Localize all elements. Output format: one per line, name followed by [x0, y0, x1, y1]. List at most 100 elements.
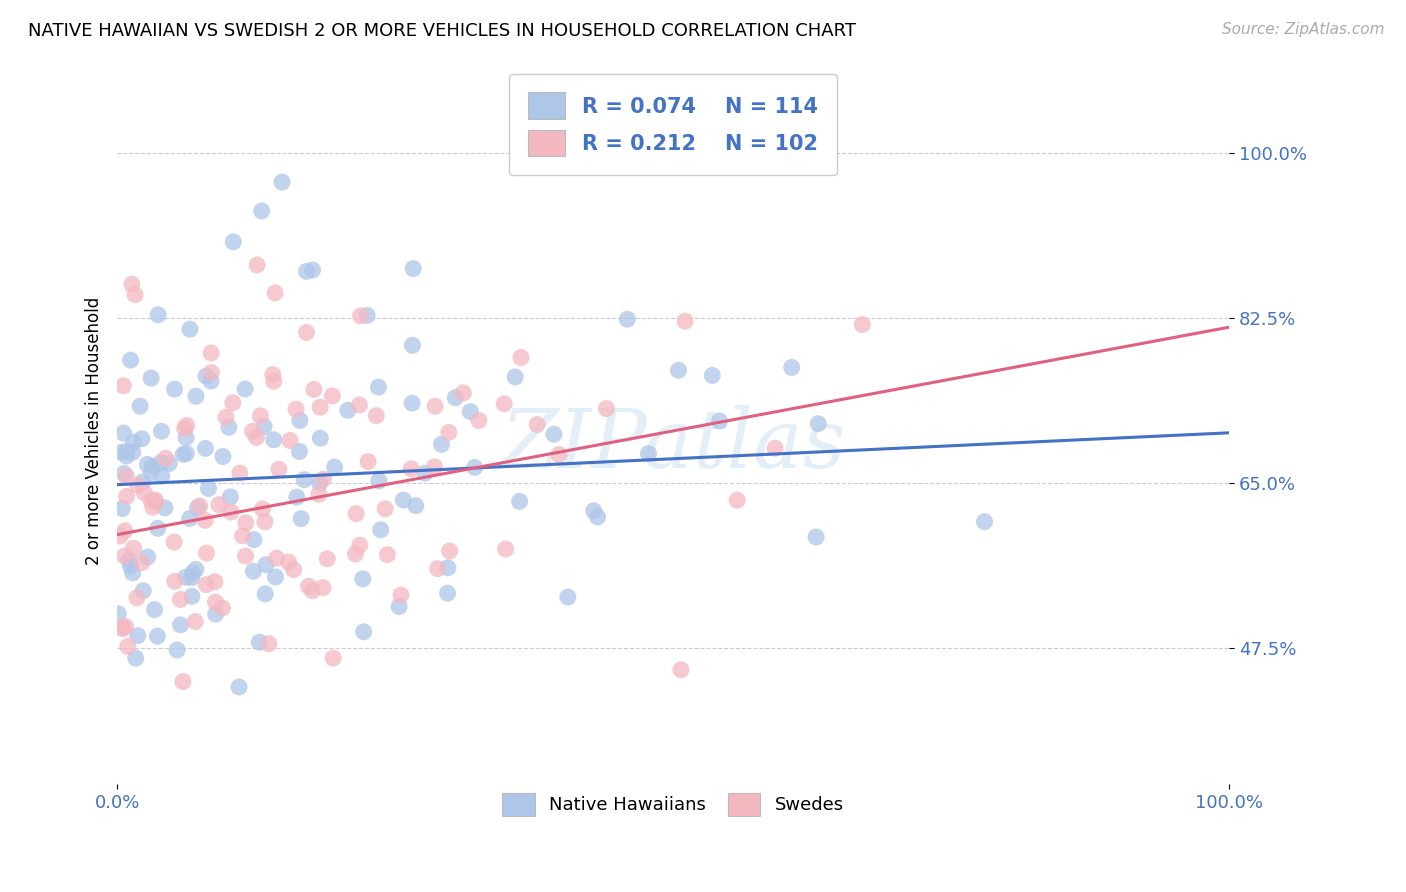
Point: [374, 501, 396, 516]
Point: [143, 495, 166, 509]
Point: [439, 544, 461, 558]
Point: [668, 363, 690, 377]
Point: [114, 620, 136, 634]
Point: [247, 635, 270, 649]
Point: [780, 360, 803, 375]
Point: [509, 494, 531, 508]
Point: [426, 561, 449, 575]
Point: [973, 515, 995, 529]
Point: [254, 558, 277, 572]
Point: [141, 493, 163, 508]
Point: [725, 493, 748, 508]
Point: [208, 498, 231, 512]
Point: [150, 469, 173, 483]
Point: [495, 541, 517, 556]
Point: [266, 551, 288, 566]
Point: [204, 595, 226, 609]
Point: [444, 391, 467, 405]
Point: [219, 505, 242, 519]
Point: [114, 524, 136, 538]
Point: [264, 285, 287, 300]
Point: [222, 235, 245, 249]
Point: [301, 263, 323, 277]
Text: Source: ZipAtlas.com: Source: ZipAtlas.com: [1222, 22, 1385, 37]
Point: [112, 379, 135, 393]
Point: [204, 574, 226, 589]
Point: [139, 466, 162, 480]
Point: [107, 607, 129, 621]
Point: [582, 504, 605, 518]
Point: [288, 444, 311, 458]
Text: NATIVE HAWAIIAN VS SWEDISH 2 OR MORE VEHICLES IN HOUSEHOLD CORRELATION CHART: NATIVE HAWAIIAN VS SWEDISH 2 OR MORE VEH…: [28, 22, 856, 40]
Point: [176, 446, 198, 460]
Point: [200, 366, 222, 380]
Point: [367, 380, 389, 394]
Point: [141, 459, 163, 474]
Point: [254, 587, 277, 601]
Point: [129, 399, 152, 413]
Point: [430, 437, 453, 451]
Point: [245, 430, 267, 444]
Point: [402, 261, 425, 276]
Point: [124, 287, 146, 301]
Point: [194, 513, 217, 527]
Point: [117, 640, 139, 654]
Legend: Native Hawaiians, Swedes: Native Hawaiians, Swedes: [494, 784, 853, 825]
Point: [322, 651, 344, 665]
Point: [468, 413, 491, 427]
Point: [464, 460, 486, 475]
Point: [437, 425, 460, 440]
Point: [121, 566, 143, 580]
Point: [637, 446, 659, 460]
Point: [200, 346, 222, 360]
Point: [108, 529, 131, 543]
Point: [204, 607, 226, 622]
Point: [172, 447, 194, 461]
Point: [242, 564, 264, 578]
Point: [595, 401, 617, 416]
Point: [127, 478, 149, 492]
Point: [263, 433, 285, 447]
Point: [134, 486, 156, 500]
Point: [353, 624, 375, 639]
Point: [131, 432, 153, 446]
Point: [222, 396, 245, 410]
Point: [174, 570, 197, 584]
Point: [127, 629, 149, 643]
Point: [172, 674, 194, 689]
Point: [146, 629, 169, 643]
Point: [308, 487, 330, 501]
Point: [392, 493, 415, 508]
Point: [257, 637, 280, 651]
Point: [389, 588, 412, 602]
Point: [195, 369, 218, 384]
Point: [132, 583, 155, 598]
Point: [122, 541, 145, 556]
Point: [278, 434, 301, 448]
Point: [616, 312, 638, 326]
Point: [169, 592, 191, 607]
Point: [336, 403, 359, 417]
Point: [242, 425, 264, 439]
Point: [146, 521, 169, 535]
Point: [200, 374, 222, 388]
Point: [111, 620, 134, 634]
Point: [349, 398, 371, 412]
Point: [301, 583, 323, 598]
Point: [232, 529, 254, 543]
Point: [181, 566, 204, 580]
Point: [174, 431, 197, 445]
Point: [197, 482, 219, 496]
Point: [264, 570, 287, 584]
Point: [252, 502, 274, 516]
Point: [277, 555, 299, 569]
Point: [367, 474, 389, 488]
Point: [118, 553, 141, 567]
Point: [184, 615, 207, 629]
Point: [195, 546, 218, 560]
Point: [157, 457, 180, 471]
Point: [357, 454, 380, 468]
Point: [195, 577, 218, 591]
Point: [188, 499, 211, 513]
Point: [308, 476, 330, 491]
